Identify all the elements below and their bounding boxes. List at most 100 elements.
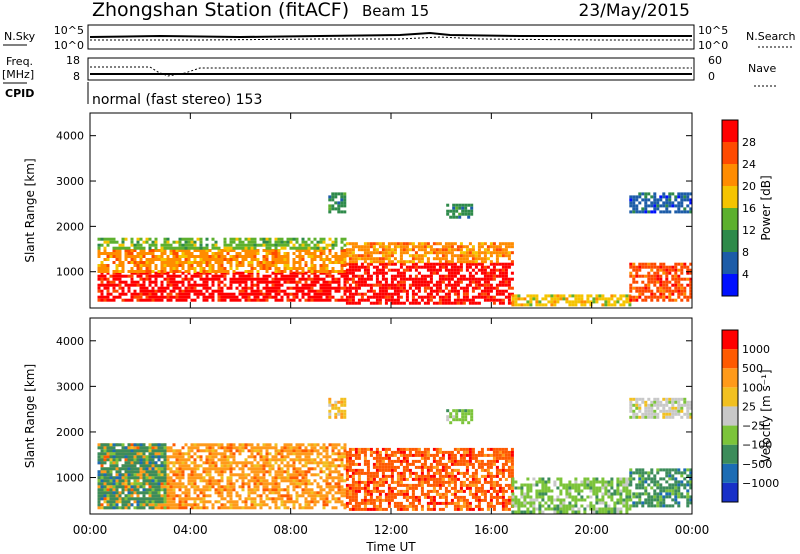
velocity-cell [259,497,263,501]
velocity-cell [232,503,236,507]
velocity-cell [163,488,167,492]
velocity-cell [139,506,143,510]
power-cell [450,254,454,258]
power-cell [378,271,382,275]
power-cell [154,240,158,244]
power-cell [387,298,391,302]
power-cell [232,274,236,278]
power-cell [456,283,460,287]
power-cell [580,300,584,304]
velocity-cell [310,452,314,456]
power-cell [668,201,672,205]
velocity-cell [142,494,146,498]
velocity-cell [363,486,367,490]
power-cell [459,286,463,290]
velocity-cell [465,453,469,457]
velocity-cell [381,462,385,466]
power-cell [498,292,502,296]
velocity-cell [280,449,284,453]
power-cell [354,283,358,287]
power-cell [483,295,487,299]
power-cell [444,260,448,264]
velocity-cell [229,449,233,453]
power-cell [662,271,666,275]
power-cell [375,283,379,287]
velocity-cell [271,479,275,483]
velocity-cell [154,446,158,450]
power-cell [106,286,110,290]
power-cell [369,260,373,264]
power-cell [486,298,490,302]
power-cell [381,248,385,252]
power-cell [112,249,116,252]
velocity-cell [334,458,338,462]
velocity-cell [139,449,143,453]
power-cell [229,246,233,250]
velocity-cell [366,477,370,481]
velocity-cell [247,461,251,465]
velocity-cell [226,449,230,453]
power-cell [268,252,272,255]
velocity-cell [148,479,152,483]
power-cell [196,246,200,250]
power-cell [577,300,581,304]
power-cell [232,298,236,302]
power-cell [259,289,263,293]
power-cell [668,265,672,269]
velocity-cell [462,459,466,463]
power-cell [115,274,119,278]
power-cell [492,286,496,290]
velocity-cell [130,446,134,450]
velocity-cell [366,447,370,451]
velocity-cell [372,474,376,478]
velocity-cell [154,500,158,504]
velocity-cell [316,443,320,447]
velocity-cell [115,467,119,471]
velocity-cell [348,453,352,457]
power-cell [256,280,260,284]
velocity-cell [220,485,224,489]
velocity-cell [292,461,296,465]
velocity-cell [139,446,143,450]
power-cell [638,210,642,214]
velocity-cell [337,485,341,489]
nsearch-tick-top: 10^5 [698,24,728,37]
power-cell [142,246,146,250]
velocity-cell [148,500,152,504]
power-cell [238,298,242,302]
velocity-cell [211,485,215,489]
power-cell [452,203,456,207]
power-cell [181,255,185,258]
velocity-cell [328,476,332,480]
beam-label: Beam 15 [362,2,429,20]
velocity-cell [343,494,347,498]
velocity-cell [112,497,116,501]
power-cell [417,283,421,287]
power-cell [205,286,209,290]
velocity-cell [181,467,185,471]
velocity-cell [456,498,460,502]
velocity-cell [337,455,341,459]
power-cell [175,252,179,255]
power-cell [544,297,548,301]
velocity-cell [115,488,119,492]
velocity-cell [235,506,239,510]
velocity-cell [214,455,218,459]
velocity-cell [115,482,119,486]
power-cell [328,286,332,290]
velocity-cell [277,458,281,462]
velocity-cell [340,488,344,492]
power-cell [348,295,352,299]
power-cell [259,264,263,267]
power-cell [483,277,487,281]
velocity-cell [208,464,212,468]
power-cell [462,292,466,296]
power-cell [328,243,332,247]
velocity-cell [369,447,373,451]
power-cell [378,289,382,293]
power-cell [313,270,317,273]
velocity-cell [414,471,418,475]
velocity-cell [97,458,101,462]
velocity-cell [241,488,245,492]
power-cell [115,255,119,258]
